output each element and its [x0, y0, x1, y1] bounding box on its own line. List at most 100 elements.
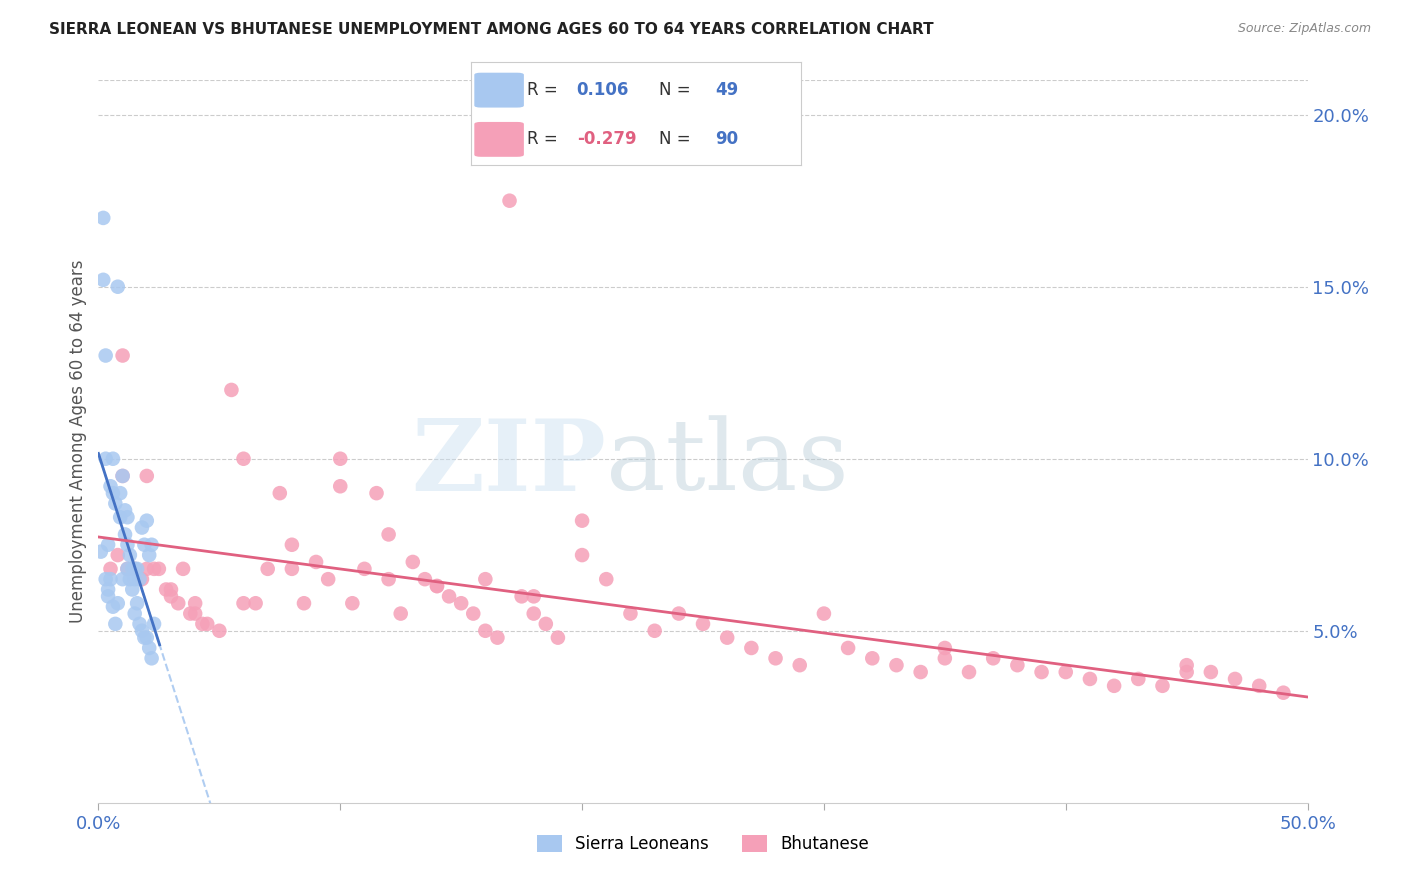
Point [101, 486, 124, 500]
Point [131, 572, 153, 586]
Point [121, 582, 143, 597]
Point [342, 596, 364, 610]
Point [1007, 658, 1029, 673]
Point [1249, 679, 1271, 693]
Point [135, 469, 157, 483]
Point [329, 451, 352, 466]
Point [1223, 672, 1246, 686]
Point [595, 572, 617, 586]
Point [534, 616, 557, 631]
Point [97, 582, 120, 597]
Point [1054, 665, 1077, 679]
Point [619, 607, 641, 621]
Point [957, 665, 980, 679]
Point [124, 562, 146, 576]
Point [389, 607, 412, 621]
Point [329, 479, 352, 493]
Point [474, 624, 496, 638]
Point [316, 572, 339, 586]
Text: R =: R = [527, 81, 564, 99]
Point [124, 562, 146, 576]
Text: N =: N = [659, 130, 696, 148]
Point [377, 527, 399, 541]
Point [426, 579, 449, 593]
Point [141, 538, 163, 552]
Point [498, 194, 520, 208]
Point [128, 616, 150, 631]
Point [160, 582, 183, 597]
Text: 49: 49 [716, 81, 738, 99]
Point [934, 651, 956, 665]
Point [101, 599, 124, 614]
Point [413, 572, 436, 586]
Point [179, 607, 201, 621]
Text: Source: ZipAtlas.com: Source: ZipAtlas.com [1237, 22, 1371, 36]
Point [644, 624, 666, 638]
Point [117, 562, 139, 576]
Point [377, 572, 399, 586]
Text: ZIP: ZIP [412, 415, 606, 512]
Point [148, 562, 170, 576]
Point [167, 596, 190, 610]
Point [292, 596, 315, 610]
Point [172, 562, 194, 576]
Point [134, 538, 156, 552]
Point [111, 469, 134, 483]
Point [437, 590, 460, 604]
Text: 0.106: 0.106 [576, 81, 628, 99]
Point [281, 562, 304, 576]
Point [1175, 665, 1198, 679]
Point [837, 640, 859, 655]
Point [131, 624, 153, 638]
Point [860, 651, 883, 665]
Point [111, 469, 134, 483]
Point [97, 538, 120, 552]
Point [886, 658, 908, 673]
Point [124, 572, 146, 586]
Point [934, 640, 956, 655]
Point [90, 544, 112, 558]
Point [97, 590, 120, 604]
Point [547, 631, 569, 645]
Point [571, 514, 593, 528]
Point [813, 607, 835, 621]
Point [523, 607, 546, 621]
Point [740, 640, 762, 655]
Point [463, 607, 485, 621]
Point [208, 624, 231, 638]
Point [114, 527, 136, 541]
Point [910, 665, 932, 679]
Point [100, 572, 122, 586]
Text: R =: R = [527, 130, 564, 148]
Point [221, 383, 243, 397]
Point [94, 572, 117, 586]
Point [510, 590, 533, 604]
FancyBboxPatch shape [474, 73, 524, 108]
Point [104, 496, 127, 510]
Point [108, 486, 131, 500]
Point [245, 596, 267, 610]
Point [111, 349, 134, 363]
Point [91, 273, 114, 287]
Point [127, 596, 149, 610]
Text: 90: 90 [716, 130, 738, 148]
Point [232, 451, 254, 466]
Point [1175, 658, 1198, 673]
Point [402, 555, 425, 569]
Point [1031, 665, 1053, 679]
Point [131, 520, 153, 534]
Point [155, 582, 177, 597]
Point [184, 607, 207, 621]
Point [1128, 672, 1150, 686]
Point [1152, 679, 1174, 693]
Point [1078, 672, 1101, 686]
Point [94, 451, 117, 466]
Point [571, 548, 593, 562]
Point [353, 562, 375, 576]
Point [256, 562, 278, 576]
Legend: Sierra Leoneans, Bhutanese: Sierra Leoneans, Bhutanese [530, 828, 876, 860]
Point [184, 596, 207, 610]
Point [124, 607, 146, 621]
Y-axis label: Unemployment Among Ages 60 to 64 years: Unemployment Among Ages 60 to 64 years [69, 260, 87, 624]
Point [765, 651, 787, 665]
